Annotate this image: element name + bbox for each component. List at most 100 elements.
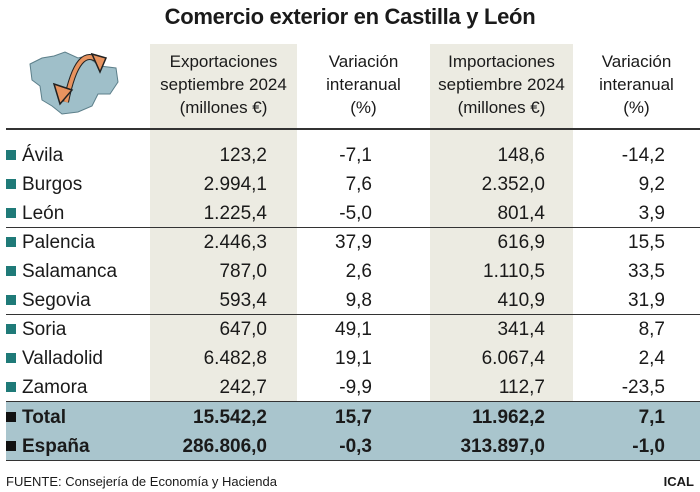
footer-divider — [6, 460, 700, 461]
row-name: Zamora — [22, 377, 88, 398]
row-name: Segovia — [22, 290, 91, 311]
table-cell: 787,0 — [219, 261, 267, 282]
square-marker-icon — [6, 150, 16, 160]
table-cell: 9,2 — [638, 174, 665, 195]
header-exports-variation: Variación interanual (%) — [326, 52, 401, 117]
row-name: Burgos — [22, 174, 83, 195]
square-marker-icon — [6, 441, 16, 451]
table-cell: 148,6 — [497, 145, 545, 166]
table-cell: -1,0 — [632, 436, 665, 457]
row-label: Salamanca — [6, 257, 117, 286]
table-cell: 11.962,2 — [472, 407, 545, 428]
table-cell: -9,9 — [339, 377, 372, 398]
row-label: Total — [6, 403, 66, 432]
table-cell: -23,5 — [621, 377, 665, 398]
table-cell: 313.897,0 — [460, 436, 545, 457]
totals-band — [6, 402, 700, 460]
row-name: Soria — [22, 319, 67, 340]
table-row: Ávila 123,2 -7,1 148,6 -14,2 — [0, 141, 700, 170]
table-cell: 31,9 — [628, 290, 665, 311]
table-cell: 7,1 — [638, 407, 665, 428]
page-title: Comercio exterior en Castilla y León — [164, 4, 536, 29]
row-label: Zamora — [6, 373, 87, 402]
table-cell: 1.110,5 — [483, 261, 545, 282]
row-name: Total — [22, 407, 66, 428]
table-cell: 15,7 — [335, 407, 372, 428]
square-marker-icon — [6, 382, 16, 392]
table-row: Total 15.542,2 15,7 11.962,2 7,1 — [0, 403, 700, 432]
table-cell: 2,6 — [345, 261, 372, 282]
row-name: Palencia — [22, 232, 95, 253]
table-cell: 242,7 — [219, 377, 267, 398]
row-name: Ávila — [22, 145, 64, 166]
table-cell: 19,1 — [335, 348, 372, 369]
table-cell: 112,7 — [498, 377, 545, 398]
row-label: Ávila — [6, 141, 63, 170]
table-cell: 33,5 — [628, 261, 665, 282]
credit: ICAL — [663, 474, 694, 489]
group-divider — [6, 401, 700, 402]
row-label: Palencia — [6, 228, 95, 257]
table-cell: 593,4 — [219, 290, 267, 311]
table-cell: 341,4 — [497, 319, 545, 340]
table-cell: -7,1 — [339, 145, 372, 166]
table-row: Valladolid 6.482,8 19,1 6.067,4 2,4 — [0, 344, 700, 373]
exports-column-shade — [150, 44, 297, 402]
source-note: FUENTE: Consejería de Economía y Haciend… — [6, 474, 277, 489]
square-marker-icon — [6, 412, 16, 422]
square-marker-icon — [6, 295, 16, 305]
table-cell: 616,9 — [497, 232, 545, 253]
square-marker-icon — [6, 237, 16, 247]
row-name: Salamanca — [22, 261, 118, 282]
row-label: España — [6, 432, 90, 461]
row-name: Valladolid — [22, 348, 103, 369]
header-divider — [6, 128, 700, 130]
row-name: España — [22, 436, 90, 457]
table-cell: 9,8 — [345, 290, 372, 311]
table-cell: 6.482,8 — [203, 348, 267, 369]
table-cell: 7,6 — [345, 174, 372, 195]
table-cell: 647,0 — [219, 319, 267, 340]
table-row: Soria 647,0 49,1 341,4 8,7 — [0, 315, 700, 344]
table-cell: 801,4 — [497, 203, 545, 224]
row-label: Burgos — [6, 170, 82, 199]
square-marker-icon — [6, 208, 16, 218]
table-row: Burgos 2.994,1 7,6 2.352,0 9,2 — [0, 170, 700, 199]
table-cell: 6.067,4 — [481, 348, 545, 369]
row-name: León — [22, 203, 65, 224]
square-marker-icon — [6, 266, 16, 276]
castilla-y-leon-map-with-arrows-icon — [29, 51, 119, 115]
table-cell: 15,5 — [628, 232, 665, 253]
table-cell: 49,1 — [335, 319, 372, 340]
table-cell: 286.806,0 — [182, 436, 267, 457]
header-imports: Importaciones septiembre 2024 (millones €) — [438, 52, 565, 117]
row-label: Segovia — [6, 286, 91, 315]
table-cell: 1.225,4 — [203, 203, 267, 224]
imports-column-shade — [430, 44, 573, 402]
table-row: León 1.225,4 -5,0 801,4 3,9 — [0, 199, 700, 228]
square-marker-icon — [6, 324, 16, 334]
row-label: Soria — [6, 315, 66, 344]
table-cell: 37,9 — [335, 232, 372, 253]
table-row: España 286.806,0 -0,3 313.897,0 -1,0 — [0, 432, 700, 461]
header-exports: Exportaciones septiembre 2024 (millones €) — [160, 52, 287, 117]
table-cell: 123,2 — [219, 145, 267, 166]
table-cell: 8,7 — [638, 319, 665, 340]
table-row: Segovia 593,4 9,8 410,9 31,9 — [0, 286, 700, 315]
table-cell: 410,9 — [497, 290, 545, 311]
row-label: León — [6, 199, 64, 228]
square-marker-icon — [6, 179, 16, 189]
header-imports-variation: Variación interanual (%) — [599, 52, 674, 117]
table-cell: 2.446,3 — [203, 232, 267, 253]
row-label: Valladolid — [6, 344, 103, 373]
table-cell: 2.352,0 — [481, 174, 545, 195]
table-cell: 2.994,1 — [203, 174, 267, 195]
table-cell: -0,3 — [339, 436, 372, 457]
table-cell: -5,0 — [339, 203, 372, 224]
table-row: Zamora 242,7 -9,9 112,7 -23,5 — [0, 373, 700, 402]
group-divider — [6, 314, 700, 315]
group-divider — [6, 227, 700, 228]
table-cell: 2,4 — [638, 348, 665, 369]
table-cell: 3,9 — [638, 203, 665, 224]
table-row: Palencia 2.446,3 37,9 616,9 15,5 — [0, 228, 700, 257]
